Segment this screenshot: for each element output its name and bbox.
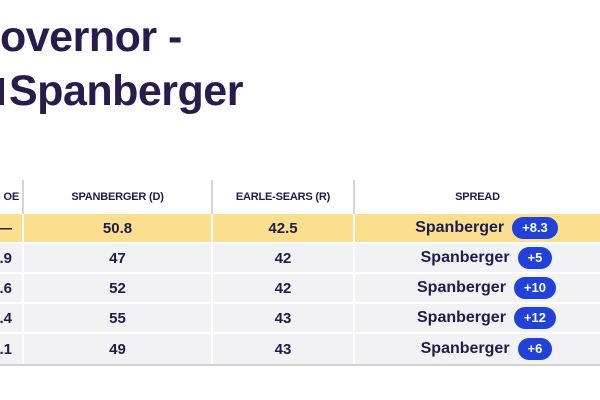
cell-spanberger: 52 [24, 274, 213, 302]
spread-margin-badge: +12 [513, 307, 556, 329]
cell-spanberger: 50.8 [24, 214, 213, 242]
spread-margin-badge: +5 [517, 247, 553, 269]
cell-moe: .4 [0, 304, 24, 332]
spread-margin-badge: +8.3 [512, 217, 558, 239]
table-row: .6 52 42 Spanberger +10 [0, 274, 600, 304]
spread-leader-label: Spanberger [420, 249, 510, 266]
spread-leader-label: Spanberger [417, 279, 506, 296]
cell-earle-sears: 43 [213, 334, 355, 364]
table-row: .4 55 43 Spanberger +12 [0, 304, 600, 334]
page-title-line2: Spanberger [0, 64, 243, 118]
polls-table: OE SPANBERGER (D) EARLE-SEARS (R) SPREAD… [0, 180, 600, 366]
spread-leader-label: Spanberger [420, 340, 510, 357]
page-title: overnor - Spanberger [0, 10, 243, 118]
table-row: —50.842.5 Spanberger +8.3 [0, 214, 600, 244]
cell-earle-sears: 42.5 [213, 214, 355, 242]
cell-earle-sears: 42 [213, 274, 355, 302]
cell-spanberger: 55 [24, 304, 213, 332]
spread-margin-badge: +10 [513, 277, 556, 299]
column-header-moe: OE [0, 180, 24, 214]
cell-spanberger: 47 [24, 244, 213, 272]
table-row: .1 49 43 Spanberger +6 [0, 334, 600, 364]
cell-earle-sears: 43 [213, 304, 355, 332]
cell-moe: .6 [0, 274, 24, 302]
cell-spanberger: 49 [24, 334, 213, 364]
spread-margin-badge: +6 [517, 338, 553, 360]
column-header-earle-sears: EARLE-SEARS (R) [213, 180, 355, 214]
spread-leader-label: Spanberger [417, 309, 506, 326]
cell-moe: .1 [0, 334, 24, 364]
title-clipped-glyph [0, 78, 4, 105]
table-row: .9 47 42 Spanberger +5 [0, 244, 600, 274]
column-header-spanberger: SPANBERGER (D) [24, 180, 213, 214]
cell-earle-sears: 42 [213, 244, 355, 272]
page-title-line1: overnor - [0, 13, 182, 61]
column-header-spread: SPREAD [355, 180, 600, 214]
cell-spread: Spanberger +8.3 [355, 214, 600, 242]
table-header-row: OE SPANBERGER (D) EARLE-SEARS (R) SPREAD [0, 180, 600, 214]
page-title-line2-text: Spanberger [9, 67, 243, 115]
table-body: —50.842.5Spanberger+8.3.94742Spanberger+… [0, 214, 600, 366]
cell-spread: Spanberger +5 [355, 244, 600, 272]
cell-moe: .9 [0, 244, 24, 272]
spread-leader-label: Spanberger [415, 219, 505, 236]
cell-moe: — [0, 214, 24, 242]
cell-spread: Spanberger +12 [355, 304, 600, 332]
cell-spread: Spanberger +10 [355, 274, 600, 302]
cell-spread: Spanberger +6 [355, 334, 600, 364]
